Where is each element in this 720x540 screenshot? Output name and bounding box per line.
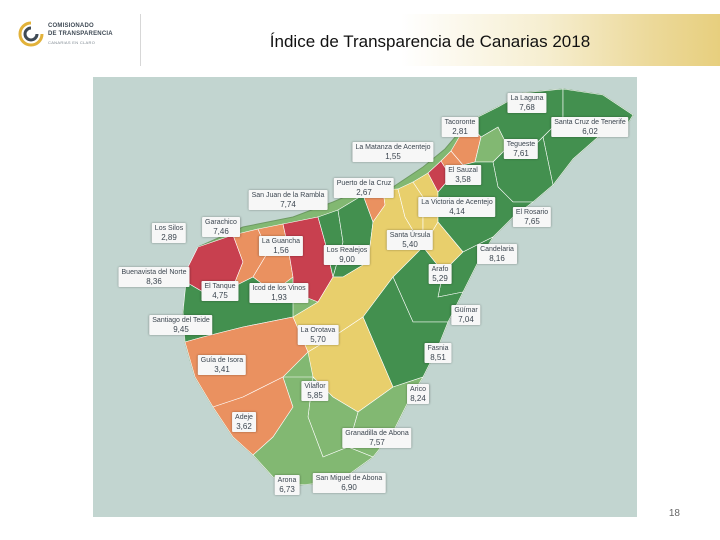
label-garachico: Garachico 7,46 (202, 217, 240, 237)
label-la-guancha: La Guancha 1,56 (258, 236, 304, 256)
label-adeje: Adeje 3,62 (232, 412, 256, 432)
logo-c-icon (18, 21, 44, 47)
header-divider (140, 14, 141, 66)
label-el-tanque: El Tanque 4,75 (201, 281, 239, 301)
label-el-rosario: El Rosario 7,65 (512, 207, 552, 227)
logo-text-line-2: DE TRANSPARENCIA (48, 31, 113, 37)
logo: COMISIONADO DE TRANSPARENCIA CANARIAS EN… (18, 20, 138, 50)
label-arafo: Arafo 5,29 (428, 264, 452, 284)
label-los-realejos: Los Realejos 9,00 (323, 245, 371, 265)
label-el-sauzal: El Sauzal 3,58 (445, 165, 481, 185)
page-number: 18 (668, 508, 680, 519)
header-gradient-band (140, 14, 720, 66)
region-guia-de-isora (184, 316, 309, 408)
label-los-silos: Los Silos 2,89 (151, 223, 187, 243)
label-arico: Arico 8,24 (407, 384, 429, 404)
logo-text-line-1: COMISIONADO (48, 23, 94, 29)
label-san-juan-de-la-rambla: San Juan de la Rambla 7,74 (248, 190, 328, 210)
label-guimar: Güímar 7,04 (451, 305, 481, 325)
label-arona: Arona 6,73 (274, 475, 300, 495)
tenerife-map: La Laguna 7,68 Tacoronte 2,81 Santa Cruz d… (93, 77, 637, 517)
label-santa-ursula: Santa Úrsula 5,40 (386, 230, 434, 250)
label-la-victoria: La Victoria de Acentejo 4,14 (418, 197, 496, 217)
label-fasnia: Fasnia 8,51 (424, 343, 452, 363)
label-puerto-de-la-cruz: Puerto de la Cruz 2,67 (333, 178, 395, 198)
slide-title: Índice de Transparencia de Canarias 2018 (269, 32, 591, 51)
logo-tagline: CANARIAS EN CLARO (48, 40, 96, 45)
label-santa-cruz: Santa Cruz de Tenerife 6,02 (551, 117, 629, 137)
label-icod-de-los-vinos: Icod de los Vinos 1,93 (249, 283, 309, 303)
label-san-miguel: San Miguel de Abona 6,90 (312, 473, 386, 493)
label-candelaria: Candelaria 8,16 (477, 244, 517, 264)
label-santiago-del-teide: Santiago del Teide 9,45 (149, 315, 213, 335)
label-la-orotava: La Orotava 5,70 (297, 325, 339, 345)
slide-header: COMISIONADO DE TRANSPARENCIA CANARIAS EN… (0, 0, 720, 68)
label-vilaflor: Vilaflor 5,85 (301, 381, 329, 401)
label-buenavista-del-norte: Buenavista del Norte 8,36 (118, 267, 190, 287)
label-la-matanza: La Matanza de Acentejo 1,55 (352, 142, 434, 162)
label-guia-de-isora: Guía de Isora 3,41 (197, 355, 247, 375)
label-tacoronte: Tacoronte 2,81 (441, 117, 479, 137)
label-granadilla: Granadilla de Abona 7,57 (342, 428, 412, 448)
label-la-laguna: La Laguna 7,68 (507, 93, 547, 113)
label-tegueste: Tegueste 7,61 (503, 139, 539, 159)
